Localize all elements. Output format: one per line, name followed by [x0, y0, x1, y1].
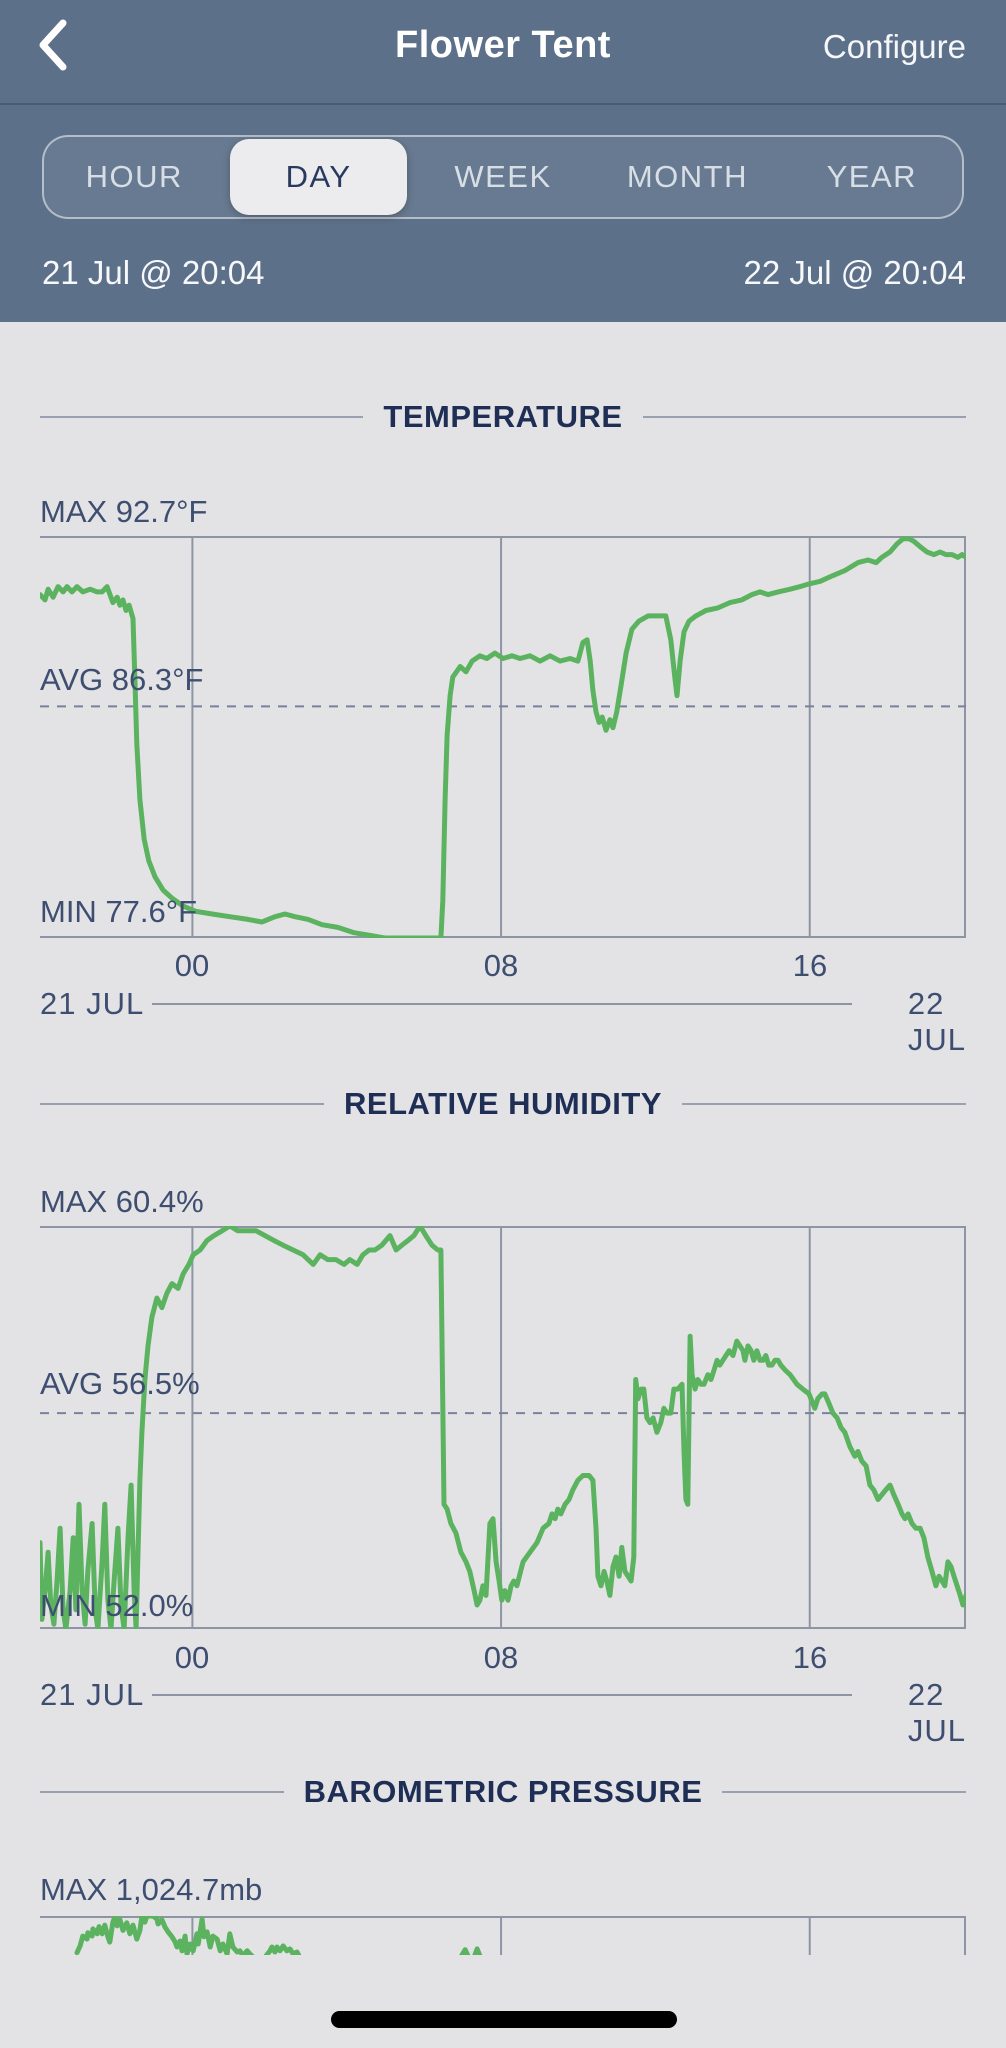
- temperature-footer-line: [152, 1003, 852, 1005]
- temperature-avg-label: AVG 86.3°F: [40, 662, 204, 697]
- title-rule-left: [40, 1103, 325, 1105]
- pressure-chart[interactable]: [40, 1916, 966, 1955]
- humidity-footer-line: [152, 1694, 852, 1696]
- pressure-max-label: MAX 1,024.7mb: [40, 1872, 263, 1907]
- humidity-tick-08: 08: [483, 1640, 519, 1675]
- humidity-min-label: MIN 52.0%: [40, 1588, 194, 1623]
- humidity-chart[interactable]: [40, 1226, 966, 1629]
- tab-hour[interactable]: HOUR: [85, 159, 183, 194]
- section-title-pressure: BAROMETRIC PRESSURE: [40, 1774, 967, 1809]
- humidity-footer-start: 21 JUL: [40, 1677, 145, 1712]
- title-rule-right: [722, 1791, 967, 1793]
- title-rule-left: [40, 416, 364, 418]
- chevron-left-icon: [35, 17, 69, 78]
- home-indicator[interactable]: [331, 2011, 677, 2028]
- humidity-footer-end: 22 JUL: [907, 1677, 967, 1748]
- range-end-label: 22 Jul @ 20:04: [743, 254, 966, 291]
- temperature-footer-start: 21 JUL: [40, 986, 145, 1021]
- title-rule-left: [40, 1791, 284, 1793]
- humidity-title: RELATIVE HUMIDITY: [344, 1086, 662, 1121]
- configure-button[interactable]: Configure: [822, 28, 966, 65]
- tab-month[interactable]: MONTH: [626, 159, 748, 194]
- temperature-tick-08: 08: [483, 948, 519, 983]
- time-range-segmented-control: [42, 135, 964, 219]
- section-title-humidity: RELATIVE HUMIDITY: [40, 1086, 966, 1121]
- pressure-title: BAROMETRIC PRESSURE: [303, 1774, 703, 1809]
- humidity-tick-16: 16: [792, 1640, 828, 1675]
- tab-day[interactable]: DAY: [285, 159, 352, 194]
- temperature-chart[interactable]: [40, 536, 966, 938]
- header: Flower Tent Configure HOUR DAY WEEK MONT…: [0, 0, 1006, 322]
- range-start-label: 21 Jul @ 20:04: [42, 254, 265, 291]
- temperature-max-label: MAX 92.7°F: [40, 494, 208, 529]
- title-rule-right: [642, 416, 966, 418]
- title-rule-right: [681, 1103, 966, 1105]
- section-title-temperature: TEMPERATURE: [40, 399, 966, 434]
- selected-tab-pill: [230, 139, 408, 215]
- temperature-min-label: MIN 77.6°F: [40, 894, 198, 929]
- temperature-tick-00: 00: [174, 948, 210, 983]
- temperature-title: TEMPERATURE: [383, 399, 623, 434]
- back-button[interactable]: [22, 12, 82, 82]
- page-title: Flower Tent: [395, 24, 611, 66]
- temperature-tick-16: 16: [792, 948, 828, 983]
- temperature-footer-end: 22 JUL: [907, 986, 967, 1057]
- humidity-tick-00: 00: [174, 1640, 210, 1675]
- humidity-max-label: MAX 60.4%: [40, 1184, 204, 1219]
- tab-year[interactable]: YEAR: [826, 159, 918, 194]
- humidity-avg-label: AVG 56.5%: [40, 1366, 200, 1401]
- time-range-tabs: HOUR DAY WEEK MONTH YEAR: [42, 135, 964, 219]
- tab-week[interactable]: WEEK: [454, 159, 552, 194]
- nav-divider: [0, 103, 1006, 105]
